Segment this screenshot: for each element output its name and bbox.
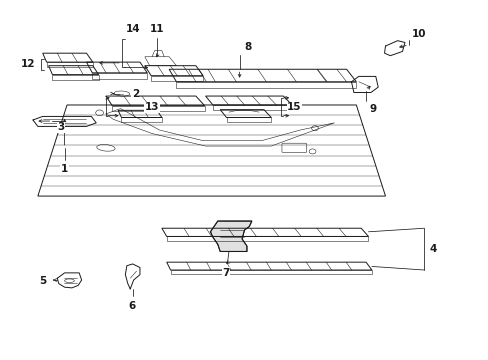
Text: 6: 6	[128, 301, 135, 311]
Text: 13: 13	[144, 103, 159, 112]
Text: 14: 14	[125, 24, 140, 34]
Text: 4: 4	[428, 244, 436, 253]
Text: 7: 7	[222, 267, 229, 278]
Text: 12: 12	[21, 59, 35, 69]
Text: 15: 15	[287, 103, 301, 112]
Text: 3: 3	[57, 122, 64, 132]
Text: 8: 8	[244, 42, 251, 52]
Polygon shape	[210, 221, 251, 251]
Text: 5: 5	[39, 276, 46, 286]
Text: 1: 1	[61, 164, 68, 174]
Text: 10: 10	[411, 29, 426, 39]
Text: 2: 2	[131, 89, 139, 99]
Text: 11: 11	[149, 24, 164, 34]
Text: 9: 9	[369, 104, 376, 114]
